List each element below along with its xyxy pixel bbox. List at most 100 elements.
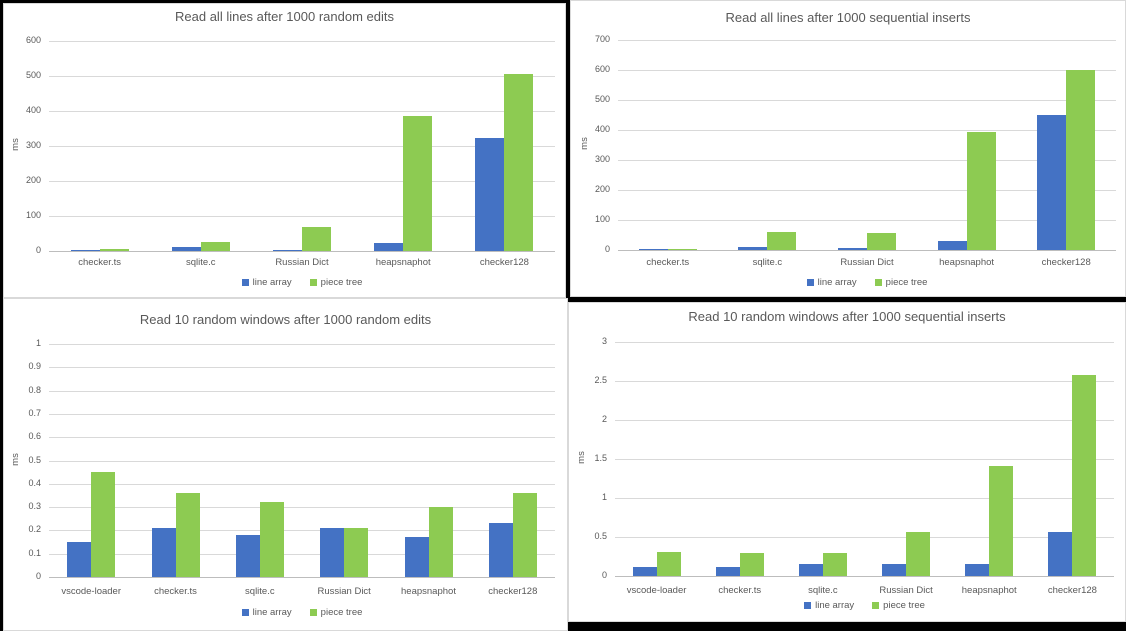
bar-piece-tree-sqlite-c bbox=[822, 553, 847, 576]
gridline bbox=[49, 413, 555, 415]
bar-line-array-sqlite-c bbox=[738, 247, 768, 250]
y-tick-label: 100 bbox=[25, 210, 41, 220]
y-tick-label: 300 bbox=[594, 154, 610, 164]
bar-line-array-checker128 bbox=[488, 523, 513, 577]
bar-piece-tree-checker128 bbox=[504, 74, 534, 251]
bar-line-array-vscode-loader bbox=[632, 566, 657, 576]
gridline bbox=[615, 537, 1114, 538]
gridline bbox=[615, 459, 1114, 460]
bar-line-array-checker-ts bbox=[151, 528, 176, 577]
x-category-label: sqlite.c bbox=[245, 586, 275, 597]
x-category-label: sqlite.c bbox=[808, 585, 838, 596]
legend-swatch-icon bbox=[309, 279, 317, 286]
plot-area bbox=[49, 41, 555, 252]
x-category-label: checker.ts bbox=[718, 585, 762, 596]
legend-item-piece-tree: piece tree bbox=[872, 600, 925, 611]
chart-panel-read-windows-sequential-inserts: Read 10 random windows after 1000 sequen… bbox=[568, 302, 1126, 622]
y-tick-label: 1 bbox=[601, 492, 607, 502]
legend-label: piece tree bbox=[885, 277, 928, 288]
x-category-label: heapsnaphot bbox=[401, 586, 456, 597]
bar-piece-tree-Russian-Dict bbox=[867, 233, 896, 250]
gridline bbox=[618, 130, 1116, 131]
gridline bbox=[49, 367, 555, 369]
y-tick-label: 0.5 bbox=[594, 531, 607, 541]
y-tick-label: 100 bbox=[594, 214, 610, 224]
bar-line-array-heapsnaphot bbox=[965, 563, 990, 576]
y-tick-label: 500 bbox=[25, 70, 41, 80]
gridline bbox=[49, 553, 555, 555]
gridline bbox=[618, 250, 1116, 251]
legend-label: piece tree bbox=[320, 607, 363, 618]
y-tick-label: 0.2 bbox=[28, 524, 41, 535]
x-category-label: checker128 bbox=[488, 586, 538, 597]
x-category-label: vscode-loader bbox=[61, 586, 121, 597]
gridline bbox=[49, 76, 555, 77]
legend-swatch-icon bbox=[241, 609, 249, 616]
bar-line-array-Russian-Dict bbox=[838, 247, 867, 250]
gridline bbox=[49, 577, 555, 578]
x-category-label: heapsnaphot bbox=[961, 585, 1017, 596]
y-tick-label: 300 bbox=[25, 140, 41, 150]
x-category-label: Russian Dict bbox=[275, 257, 329, 268]
bar-line-array-Russian-Dict bbox=[320, 528, 345, 577]
x-category-label: Russian Dict bbox=[840, 257, 894, 268]
gridline bbox=[49, 530, 555, 532]
gridline bbox=[615, 576, 1114, 577]
y-tick-label: 0.5 bbox=[28, 454, 41, 465]
x-category-label: sqlite.c bbox=[185, 257, 216, 268]
bar-line-array-Russian-Dict bbox=[273, 249, 302, 251]
bar-piece-tree-Russian-Dict bbox=[344, 528, 369, 577]
chart-title: Read 10 random windows after 1000 random… bbox=[139, 312, 432, 327]
legend-label: line array bbox=[252, 277, 292, 288]
chart-title: Read all lines after 1000 random edits bbox=[175, 9, 394, 24]
x-axis-labels: checker.ts sqlite.c Russian Dict heapsnapho… bbox=[49, 257, 555, 269]
chart-panel-read-windows-random-edits: Read 10 random windows after 1000 random… bbox=[3, 298, 568, 631]
legend-swatch-icon bbox=[804, 602, 812, 609]
legend-item-piece-tree: piece tree bbox=[874, 277, 928, 288]
legend-swatch-icon bbox=[309, 609, 317, 616]
bar-piece-tree-heapsnaphot bbox=[428, 507, 453, 577]
bar-line-array-checker128 bbox=[1037, 115, 1067, 250]
y-tick-label: 600 bbox=[25, 35, 41, 45]
bar-piece-tree-checker128 bbox=[1072, 374, 1097, 576]
bar-piece-tree-checker-ts bbox=[739, 553, 764, 576]
y-tick-label: 1 bbox=[35, 338, 41, 348]
bar-piece-tree-sqlite-c bbox=[200, 242, 230, 251]
bar-piece-tree-heapsnaphot bbox=[403, 116, 433, 251]
legend-item-piece-tree: piece tree bbox=[309, 277, 363, 288]
gridline bbox=[618, 160, 1116, 161]
legend: line array piece tree bbox=[618, 277, 1116, 288]
plot-area bbox=[615, 342, 1114, 577]
bar-piece-tree-checker-ts bbox=[175, 493, 200, 577]
bar-line-array-sqlite-c bbox=[171, 246, 201, 251]
bar-line-array-heapsnaphot bbox=[404, 537, 429, 577]
bar-line-array-checker128 bbox=[475, 137, 505, 251]
legend: line array piece tree bbox=[49, 607, 555, 618]
legend-label: line array bbox=[815, 600, 855, 611]
y-tick-label: 1.5 bbox=[594, 453, 607, 463]
y-axis-label: ms bbox=[578, 137, 590, 150]
y-tick-label: 500 bbox=[594, 94, 610, 104]
gridline bbox=[49, 460, 555, 462]
chart-title: Read all lines after 1000 sequential ins… bbox=[725, 10, 971, 25]
x-category-label: checker.ts bbox=[154, 586, 197, 597]
legend-item-line-array: line array bbox=[241, 277, 292, 288]
legend: line array piece tree bbox=[49, 277, 555, 288]
gridline bbox=[49, 437, 555, 439]
y-tick-label: 0.6 bbox=[28, 431, 41, 442]
legend-label: piece tree bbox=[320, 277, 363, 288]
gridline bbox=[49, 181, 555, 182]
x-category-label: checker.ts bbox=[78, 257, 121, 268]
gridline bbox=[618, 70, 1116, 71]
gridline bbox=[49, 216, 555, 217]
gridline bbox=[618, 40, 1116, 41]
y-tick-label: 2 bbox=[601, 414, 607, 424]
bar-line-array-checker-ts bbox=[70, 249, 100, 251]
y-tick-label: 700 bbox=[594, 34, 610, 44]
gridline bbox=[615, 420, 1114, 421]
chart-title: Read 10 random windows after 1000 sequen… bbox=[688, 309, 1006, 324]
bar-piece-tree-sqlite-c bbox=[259, 502, 284, 577]
bar-line-array-Russian-Dict bbox=[882, 564, 907, 576]
bar-line-array-checker-ts bbox=[638, 248, 668, 250]
x-axis-labels: checker.ts sqlite.c Russian Dict heapsnapho… bbox=[618, 257, 1116, 269]
